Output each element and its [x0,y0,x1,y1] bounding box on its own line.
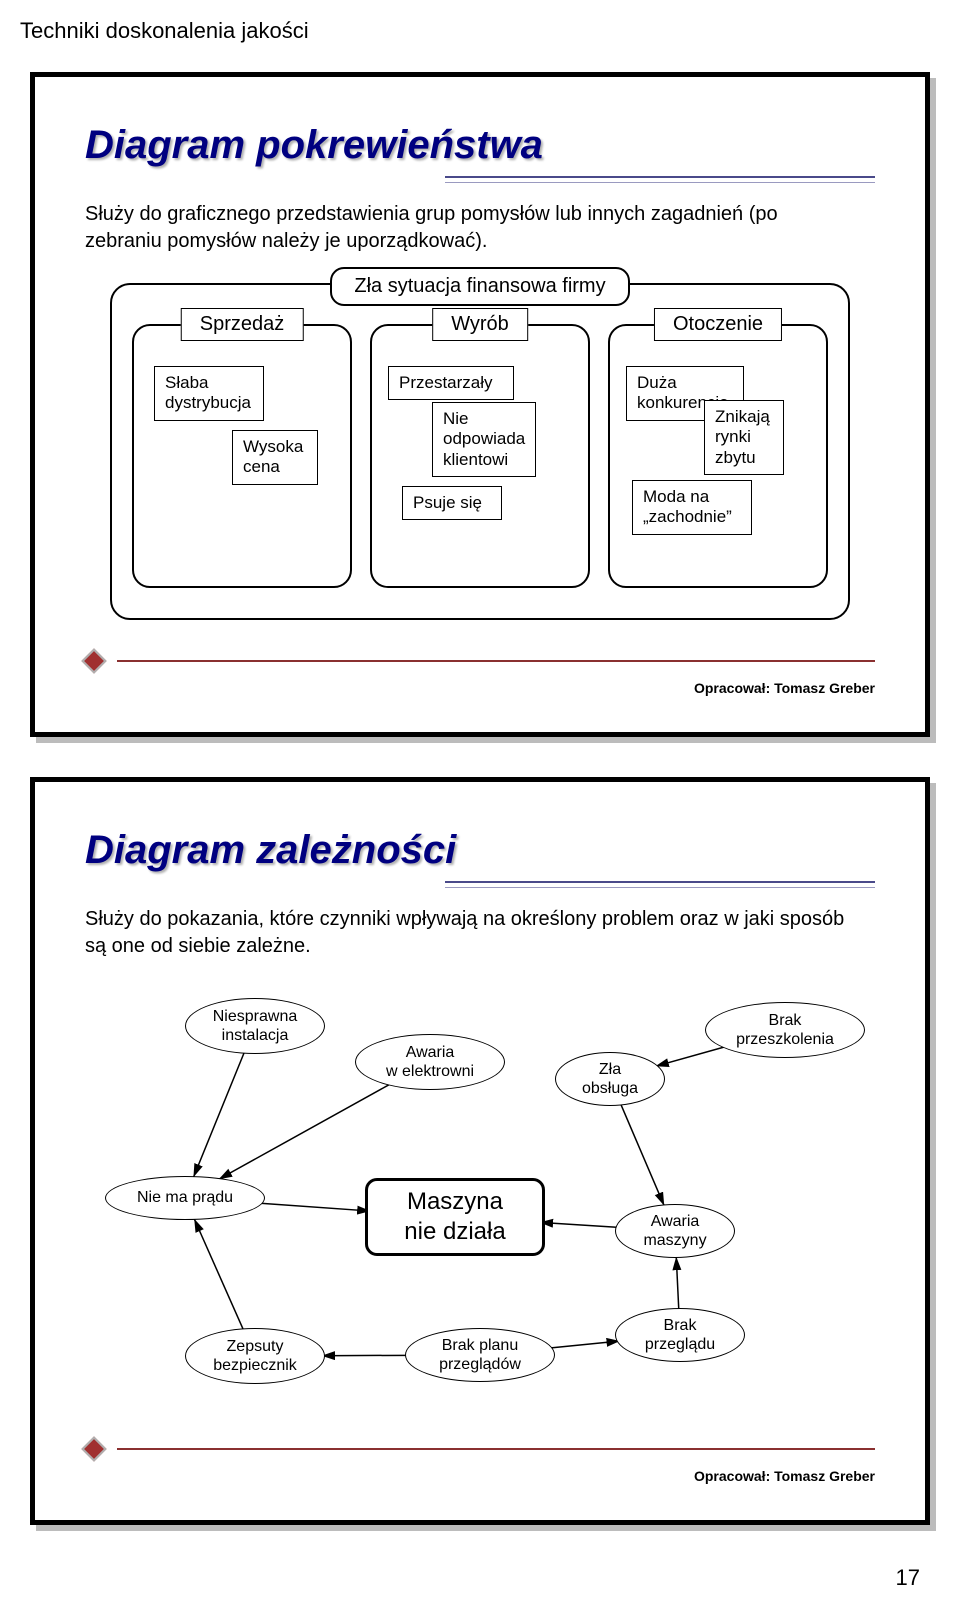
affinity-outer: Zła sytuacja finansowa firmy SprzedażSła… [110,283,850,620]
affinity-card: Znikają rynki zbytu [704,400,784,475]
affinity-card: Psuje się [402,486,502,520]
dependency-node: Nie ma prądu [105,1176,265,1220]
affinity-stack: PrzestarzałyNie odpowiada klientowi Psuje… [388,366,572,566]
footer-line-2 [117,1448,875,1450]
dependency-area: Niesprawna instalacja Awaria w elektrowni… [85,988,885,1408]
footer-line [117,660,875,662]
dependency-node: Awaria w elektrowni [355,1034,505,1090]
dependency-node: Brak planu przeglądów [405,1328,555,1382]
footer-credit-2: Opracował: Tomasz Greber [85,1468,875,1484]
affinity-group-label: Wyrób [432,308,528,341]
affinity-groups: SprzedażSłaba dystrybucjaWysoka cenaWyró… [132,324,828,588]
affinity-outer-label: Zła sytuacja finansowa firmy [330,267,629,306]
affinity-card: Słaba dystrybucja [154,366,264,421]
slide2-title: Diagram zależności [85,828,875,873]
dependency-edge [676,1257,679,1310]
slide1-title: Diagram pokrewieństwa [85,123,875,168]
slide-dependency: Diagram zależności Służy do pokazania, k… [30,777,930,1525]
page-header: Techniki doskonalenia jakości [0,0,960,54]
affinity-stack: Słaba dystrybucja Wysoka cena [150,366,334,566]
title-underline [445,176,875,183]
affinity-card: Wysoka cena [232,430,318,485]
affinity-group: WyróbPrzestarzałyNie odpowiada klientowi… [370,324,590,588]
dependency-node: Awaria maszyny [615,1204,735,1258]
dependency-edge [655,1047,725,1067]
footer-bar [85,652,875,670]
diamond-icon-2 [81,1436,106,1461]
dependency-edge [621,1104,664,1206]
affinity-group: SprzedażSłaba dystrybucjaWysoka cena [132,324,352,588]
footer-bar-2 [85,1440,875,1458]
slide-affinity: Diagram pokrewieństwa Służy do graficzne… [30,72,930,737]
page-number: 17 [0,1565,960,1611]
dependency-edge [540,1222,619,1227]
dependency-node: Brak przeglądu [615,1308,745,1362]
dependency-edge [549,1341,620,1348]
footer-credit-1: Opracował: Tomasz Greber [85,680,875,696]
affinity-stack: Duża konkurencjaZnikają rynki zbytuModa … [626,366,810,566]
affinity-group-label: Sprzedaż [181,308,304,341]
affinity-card: Moda na „zachodnie” [632,480,752,535]
affinity-card: Nie odpowiada klientowi [432,402,536,477]
dependency-central: Maszyna nie działa [365,1178,545,1256]
dependency-edge [194,1219,243,1330]
title-underline-2 [445,881,875,888]
slide2-desc: Służy do pokazania, które czynniki wpływ… [85,906,845,960]
dependency-node: Brak przeszkolenia [705,1002,865,1058]
diamond-icon [81,648,106,673]
dependency-edge [259,1203,371,1211]
dependency-node: Zepsuty bezpiecznik [185,1328,325,1384]
slide1-desc: Służy do graficznego przedstawienia grup… [85,201,845,255]
dependency-node: Niesprawna instalacja [185,998,325,1054]
dependency-edge [193,1052,244,1177]
affinity-group: OtoczenieDuża konkurencjaZnikają rynki z… [608,324,828,588]
dependency-edge [219,1084,390,1179]
affinity-card: Przestarzały [388,366,514,400]
affinity-group-label: Otoczenie [654,308,782,341]
dependency-node: Zła obsługa [555,1052,665,1106]
